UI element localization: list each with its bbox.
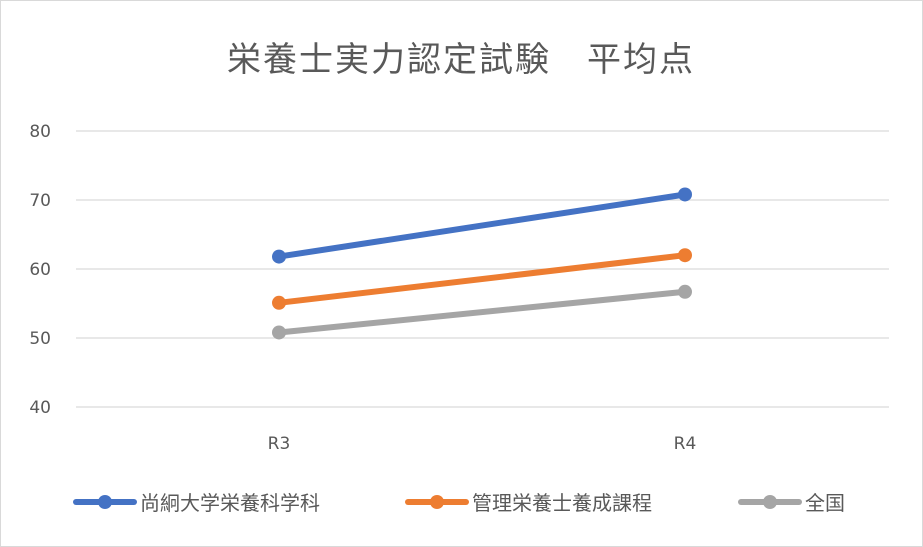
x-axis-ticks: R3 R4	[268, 434, 697, 454]
legend-label: 尚絅大学栄養科学科	[140, 491, 320, 515]
series-line	[276, 191, 688, 260]
x-tick-label: R4	[674, 434, 697, 454]
data-point	[678, 248, 692, 263]
y-tick-label: 50	[29, 329, 51, 349]
y-tick-label: 70	[29, 191, 51, 211]
data-point	[678, 284, 692, 299]
legend: 尚絅大学栄養科学科 管理栄養士養成課程 全国	[73, 491, 845, 515]
legend-point-marker	[98, 495, 112, 509]
legend-point-marker	[430, 495, 444, 509]
data-point	[272, 295, 286, 310]
series-line	[276, 288, 688, 336]
legend-point-marker	[763, 495, 777, 509]
y-tick-label: 40	[29, 398, 51, 418]
data-point	[272, 325, 286, 340]
y-tick-label: 60	[29, 260, 51, 280]
series-line	[276, 252, 688, 306]
legend-label: 管理栄養士養成課程	[472, 491, 652, 515]
series-lines	[272, 187, 692, 340]
x-tick-label: R3	[268, 434, 291, 454]
data-point	[678, 187, 692, 202]
data-point	[272, 249, 286, 264]
y-tick-label: 80	[29, 122, 51, 142]
legend-label: 全国	[805, 491, 845, 515]
y-axis-ticks: 40 50 60 70 80	[29, 122, 51, 418]
grid-lines	[76, 130, 889, 408]
chart-title: 栄養士実力認定試験 平均点	[227, 40, 695, 80]
